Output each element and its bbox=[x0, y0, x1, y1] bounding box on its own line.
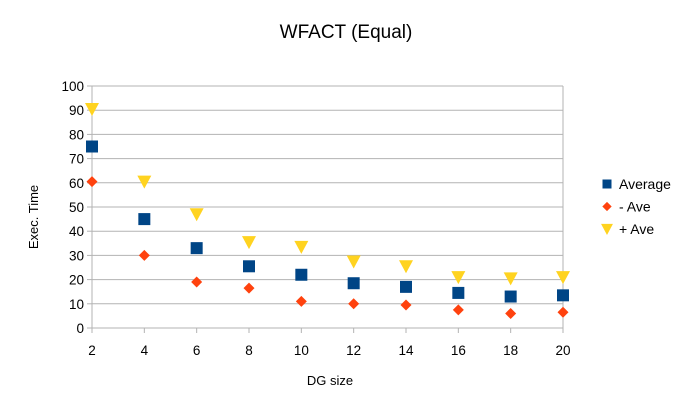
y-tick-label: 60 bbox=[69, 176, 84, 191]
y-tick-label: 0 bbox=[76, 321, 84, 336]
y-tick-label: 70 bbox=[69, 152, 84, 167]
data-point-ave bbox=[137, 175, 152, 189]
x-tick-label: 12 bbox=[346, 343, 361, 358]
y-tick-label: 10 bbox=[69, 297, 84, 312]
legend-marker bbox=[602, 201, 612, 212]
data-point-ave bbox=[452, 304, 464, 316]
tick-labels: 0 10 20 30 40 50 60 70 80 90 100 2 4 6 8 10 12 14 16 18 20 bbox=[61, 79, 570, 358]
data-point-ave bbox=[85, 102, 99, 116]
x-tick-label: 4 bbox=[141, 343, 149, 358]
axes bbox=[87, 85, 564, 333]
y-tick-label: 20 bbox=[69, 273, 84, 288]
x-tick-label: 20 bbox=[555, 343, 570, 358]
data-point-ave bbox=[505, 307, 517, 319]
data-point-ave bbox=[400, 299, 412, 311]
data-point-average bbox=[243, 260, 255, 273]
series-average bbox=[86, 140, 569, 303]
data-points bbox=[85, 102, 570, 319]
legend-item-ave: + Ave bbox=[601, 221, 654, 237]
y-tick-label: 90 bbox=[69, 103, 84, 118]
data-point-ave bbox=[346, 255, 361, 269]
data-point-ave bbox=[138, 249, 150, 261]
data-point-average bbox=[504, 290, 517, 303]
x-tick-label: 16 bbox=[451, 343, 466, 358]
data-point-ave bbox=[243, 282, 255, 294]
series-ave bbox=[85, 102, 570, 286]
data-point-ave bbox=[191, 276, 203, 288]
y-tick-label: 80 bbox=[69, 127, 84, 142]
legend-label: + Ave bbox=[619, 221, 654, 237]
data-point-ave bbox=[189, 208, 204, 222]
data-point-ave bbox=[503, 272, 518, 286]
data-point-average bbox=[86, 140, 98, 153]
data-point-ave bbox=[399, 260, 413, 274]
data-point-average bbox=[452, 286, 465, 299]
x-tick-label: 2 bbox=[88, 343, 96, 358]
legend-label: Average bbox=[619, 176, 671, 192]
data-point-ave bbox=[294, 240, 309, 254]
legend-item-ave: - Ave bbox=[602, 199, 651, 215]
data-point-ave bbox=[295, 295, 307, 307]
data-point-ave bbox=[86, 176, 98, 188]
series-ave bbox=[86, 176, 569, 319]
legend: Average - Ave + Ave bbox=[601, 176, 671, 237]
legend-label: - Ave bbox=[619, 199, 651, 215]
y-axis-label: Exec. Time bbox=[26, 185, 41, 249]
legend-marker bbox=[601, 223, 613, 235]
y-tick-label: 100 bbox=[61, 79, 84, 94]
x-tick-label: 10 bbox=[294, 343, 309, 358]
chart-title: WFACT (Equal) bbox=[280, 22, 413, 43]
data-point-average bbox=[295, 268, 308, 281]
x-tick-label: 8 bbox=[245, 343, 253, 358]
data-point-ave bbox=[348, 298, 360, 310]
data-point-average bbox=[190, 242, 203, 255]
y-tick-label: 40 bbox=[69, 224, 84, 239]
data-point-average bbox=[557, 289, 569, 302]
x-tick-label: 14 bbox=[398, 343, 414, 358]
x-axis-label: DG size bbox=[307, 373, 353, 388]
data-point-average bbox=[400, 280, 412, 293]
legend-item-average: Average bbox=[602, 176, 671, 192]
y-tick-label: 30 bbox=[69, 248, 84, 263]
y-tick-label: 50 bbox=[69, 200, 84, 215]
data-point-average bbox=[138, 213, 151, 226]
data-point-average bbox=[347, 277, 360, 290]
data-point-ave bbox=[242, 236, 256, 250]
data-point-ave bbox=[556, 271, 570, 285]
x-tick-label: 6 bbox=[193, 343, 201, 358]
data-point-ave bbox=[557, 306, 569, 318]
data-point-ave bbox=[451, 271, 466, 285]
x-tick-label: 18 bbox=[503, 343, 518, 358]
grid-lines bbox=[92, 85, 563, 329]
legend-marker bbox=[602, 179, 612, 189]
